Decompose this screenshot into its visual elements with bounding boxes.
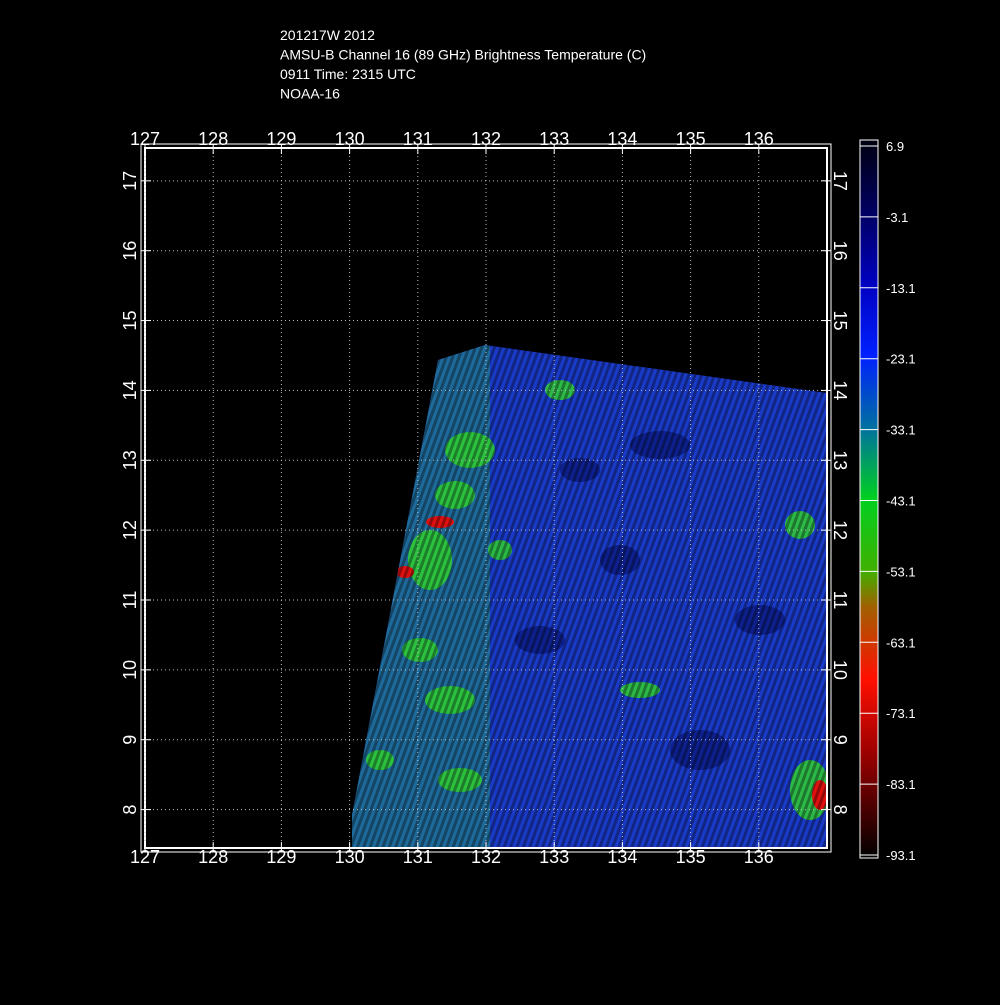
lon-label: 136 [744,129,774,149]
lat-label: 14 [830,380,850,400]
lon-label: 127 [130,847,160,867]
lon-label: 132 [471,847,501,867]
lon-label: 134 [607,129,637,149]
lat-label: 15 [830,311,850,331]
lon-label: 135 [676,847,706,867]
lat-label: 11 [830,591,850,610]
colorbar-label: -93.1 [886,848,916,863]
lat-label: 9 [120,735,140,745]
lat-label: 16 [120,241,140,261]
lon-label: 129 [266,847,296,867]
colorbar-label: -13.1 [886,281,916,296]
lon-label: 133 [539,847,569,867]
colorbar-label: -3.1 [886,210,908,225]
title-line: 0911 Time: 2315 UTC [280,66,416,82]
lat-label: 16 [830,241,850,261]
title-line: NOAA-16 [280,86,340,102]
lat-label: 12 [830,520,850,540]
lon-label: 132 [471,129,501,149]
colorbar-label: -63.1 [886,635,916,650]
lat-label: 13 [830,450,850,470]
lon-label: 130 [335,129,365,149]
lon-label: 136 [744,847,774,867]
colorbar-label: 6.9 [886,139,904,154]
lon-label: 134 [607,847,637,867]
colorbar-label: -73.1 [886,706,916,721]
lat-label: 8 [830,805,850,815]
lon-label: 131 [403,847,433,867]
lon-label: 129 [266,129,296,149]
lat-label: 13 [120,450,140,470]
swath-image [352,345,827,848]
lon-label: 135 [676,129,706,149]
colorbar-label: -43.1 [886,494,916,509]
lat-label: 12 [120,520,140,540]
lon-label: 128 [198,847,228,867]
lat-label: 17 [120,171,140,191]
colorbar-label: -33.1 [886,423,916,438]
lon-label: 131 [403,129,433,149]
colorbar-label: -53.1 [886,564,916,579]
lon-label: 127 [130,129,160,149]
title-line: AMSU-B Channel 16 (89 GHz) Brightness Te… [280,47,646,63]
lat-label: 9 [830,735,850,745]
lon-label: 128 [198,129,228,149]
lat-label: 17 [830,171,850,191]
lat-label: 14 [120,380,140,400]
lat-label: 10 [120,660,140,680]
lat-label: 8 [120,805,140,815]
colorbar-label: -23.1 [886,352,916,367]
title-line: 201217W 2012 [280,27,375,43]
lat-label: 10 [830,660,850,680]
lon-label: 130 [335,847,365,867]
colorbar [859,139,879,859]
lat-label: 15 [120,311,140,331]
lon-label: 133 [539,129,569,149]
colorbar-label: -83.1 [886,777,916,792]
lat-label: 11 [120,591,140,610]
header: 201217W 2012 AMSU-B Channel 16 (89 GHz) B… [280,27,646,102]
